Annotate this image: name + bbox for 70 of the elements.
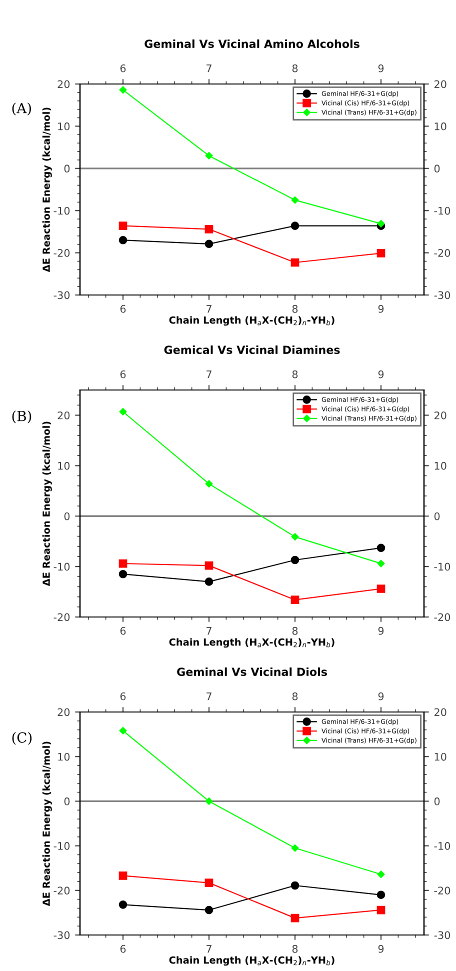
y-axis-title: ΔE Reaction Energy (kcal/mol) (42, 108, 52, 272)
x-tick-label: 7 (206, 945, 212, 953)
y2-tick-label: -20 (434, 249, 450, 257)
x-tick-label: 9 (378, 304, 384, 313)
y-tick-label: 20 (58, 80, 70, 88)
text: (A) (12, 102, 31, 116)
y2-tick-label: 20 (434, 80, 446, 88)
y2-tick-label: 0 (434, 164, 440, 173)
y2-tick-label: -20 (434, 886, 450, 895)
y-tick-label: 0 (64, 797, 70, 806)
y2-tick-label: 0 (434, 512, 440, 520)
y-tick-label: -10 (54, 206, 70, 215)
chart-title: Gemical Vs Vicinal Diamines (164, 345, 340, 354)
x2-tick-label: 9 (378, 370, 384, 378)
x-tick-label: 9 (378, 944, 384, 953)
x-tick-label: 6 (120, 304, 126, 313)
text: (B) (12, 410, 32, 424)
x-tick-label: 6 (120, 944, 126, 953)
y-tick-label: 0 (64, 512, 70, 520)
text: Chain Length (H$_{a}$X-(CH$_{2}$)$_{n}$-YH$_{b}$) (169, 638, 334, 648)
y2-tick-label: -30 (434, 291, 450, 300)
y2-tick-label: 10 (434, 752, 446, 761)
y2-tick-label: 10 (434, 462, 446, 470)
x-tick-label: 8 (292, 304, 298, 313)
x-tick-label: 9 (378, 626, 384, 635)
x2-tick-label: 7 (206, 692, 212, 700)
x-tick-label: 7 (206, 627, 212, 635)
y2-tick-label: 10 (434, 122, 446, 130)
x2-tick-label: 9 (378, 692, 384, 700)
y-tick-label: -20 (54, 249, 70, 257)
x2-tick-label: 7 (206, 370, 212, 378)
y-tick-label: 10 (58, 752, 70, 761)
text: (C) (12, 732, 32, 745)
y-tick-label: 10 (58, 462, 70, 470)
x2-tick-label: 8 (292, 64, 298, 72)
y-tick-label: -30 (54, 291, 70, 300)
text: Chain Length (H$_{a}$X-(CH$_{2}$)$_{n}$-YH$_{b}$) (169, 956, 334, 966)
chart-title: Geminal Vs Vicinal Amino Alcohols (144, 39, 360, 48)
x-tick-label: 8 (292, 944, 298, 953)
y-tick-label: -30 (54, 931, 70, 940)
x2-tick-label: 7 (206, 64, 212, 72)
y-tick-label: -20 (54, 613, 70, 622)
y-axis-title: ΔE Reaction Energy (kcal/mol) (42, 422, 52, 586)
y2-tick-label: -10 (434, 842, 450, 850)
chart-title: Geminal Vs Vicinal Diols (177, 667, 327, 676)
y2-tick-label: 20 (434, 708, 446, 716)
y-tick-label: 20 (58, 708, 70, 716)
x2-tick-label: 6 (120, 692, 126, 700)
y2-tick-label: 0 (434, 797, 440, 806)
x-tick-label: 8 (292, 626, 298, 635)
y2-tick-label: -10 (434, 562, 450, 571)
y-tick-label: 10 (58, 122, 70, 130)
x-tick-label: 6 (120, 626, 126, 635)
y2-tick-label: -20 (434, 613, 450, 622)
x-tick-label: 7 (206, 305, 212, 313)
x2-tick-label: 8 (292, 692, 298, 700)
y-tick-label: -10 (54, 562, 70, 571)
x2-tick-label: 6 (120, 64, 126, 72)
x2-tick-label: 6 (120, 370, 126, 378)
y-axis-title: ΔE Reaction Energy (kcal/mol) (42, 742, 52, 906)
y2-tick-label: 20 (434, 411, 446, 420)
y-tick-label: -20 (54, 886, 70, 895)
x2-tick-label: 9 (378, 64, 384, 72)
y2-tick-label: -30 (434, 931, 450, 940)
x2-tick-label: 8 (292, 370, 298, 378)
y-tick-label: -10 (54, 842, 70, 850)
text: Chain Length (H$_{a}$X-(CH$_{2}$)$_{n}$-YH$_{b}$) (169, 316, 334, 326)
y-tick-label: 0 (64, 164, 70, 173)
y2-tick-label: -10 (434, 206, 450, 215)
y-tick-label: 20 (58, 411, 70, 420)
